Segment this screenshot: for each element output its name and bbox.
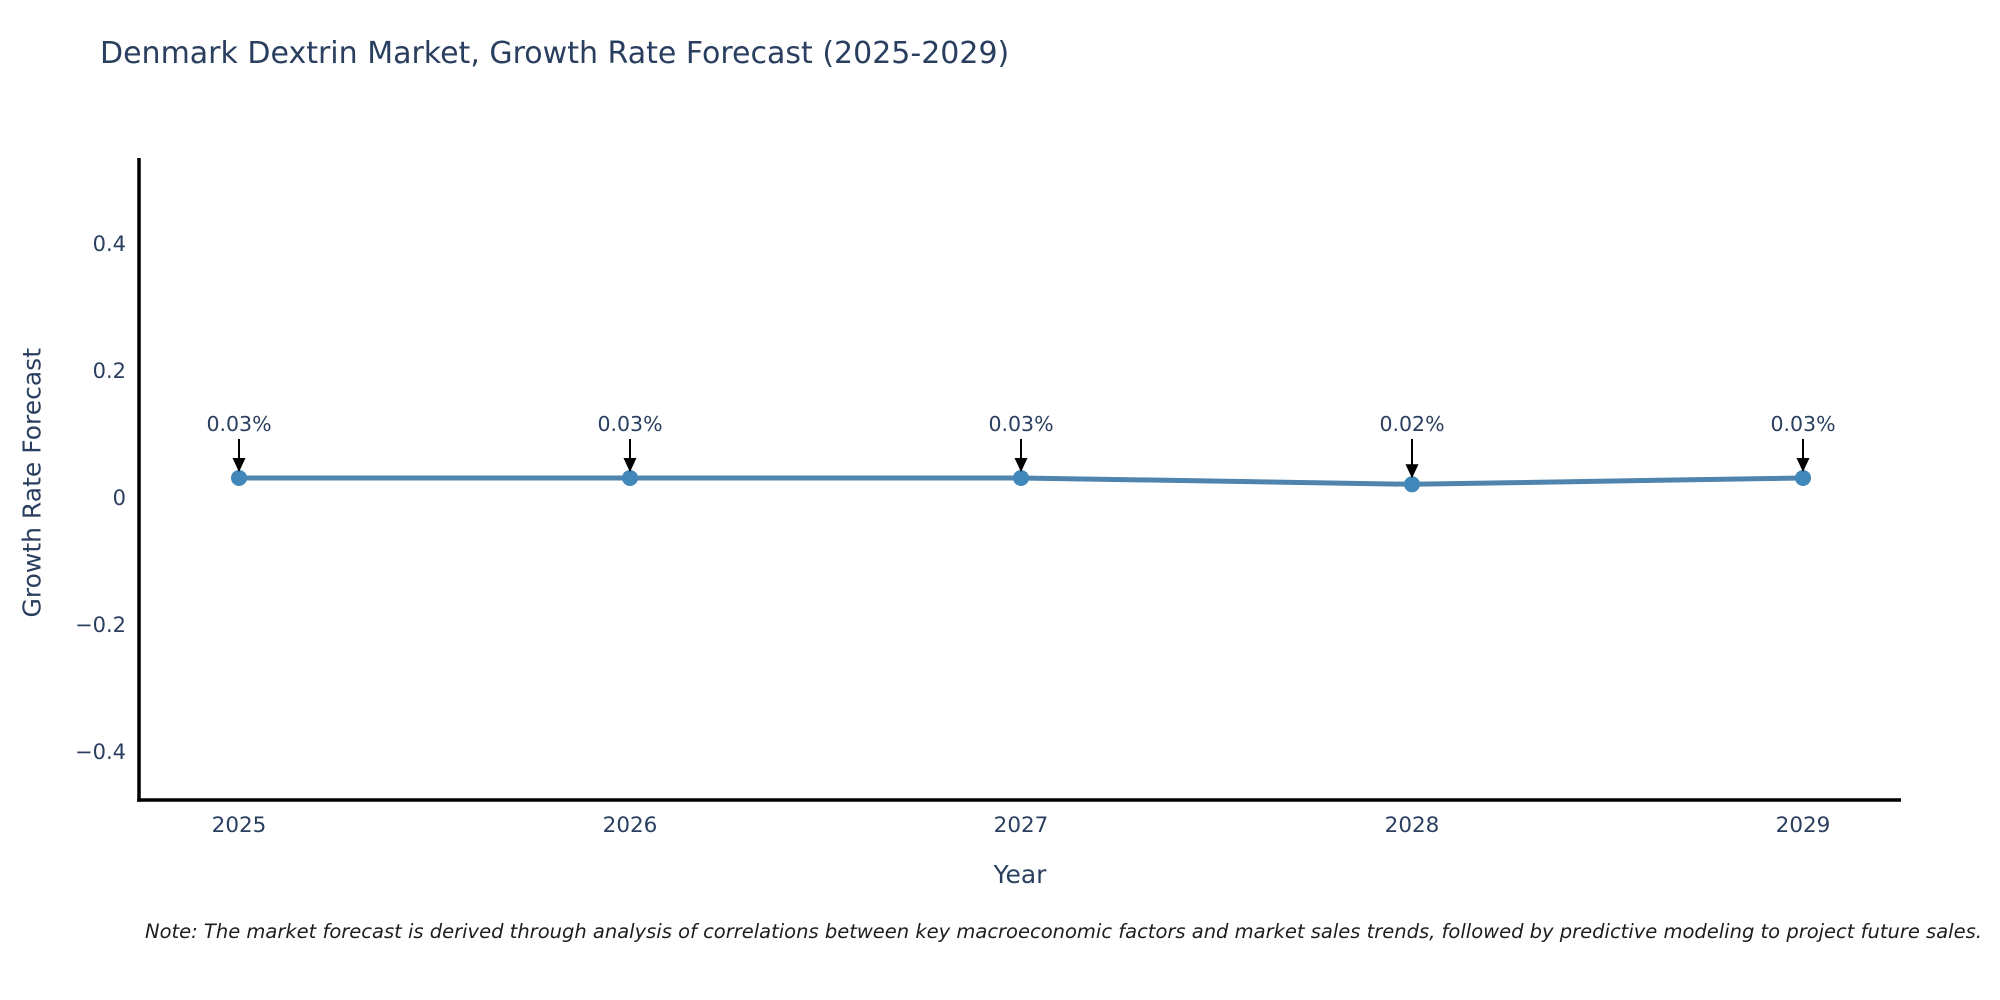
y-tick-label: −0.2 <box>75 613 126 637</box>
data-point[interactable] <box>1795 469 1811 486</box>
data-point[interactable] <box>1404 476 1420 493</box>
annotation-label: 0.03% <box>988 412 1053 436</box>
annotation-arrowhead-icon <box>1014 457 1028 472</box>
y-tick-label: 0.2 <box>93 359 126 383</box>
x-tick-label: 2026 <box>603 813 658 838</box>
annotation-arrowhead-icon <box>1796 457 1810 472</box>
y-tick-label: 0.4 <box>93 232 126 256</box>
data-point[interactable] <box>622 469 638 486</box>
annotation-label: 0.03% <box>1770 412 1835 436</box>
annotation-label: 0.03% <box>597 412 662 436</box>
x-tick-label: 2028 <box>1385 813 1440 838</box>
data-point[interactable] <box>1013 469 1029 486</box>
annotation-arrowhead-icon <box>623 457 637 472</box>
x-tick-label: 2027 <box>994 813 1049 838</box>
point-annotations: 0.03% 0.03% 0.03% 0.02% 0.03% <box>206 412 1836 479</box>
annotation-arrowhead-icon <box>1405 464 1419 479</box>
line-series <box>231 469 1811 493</box>
x-tick-label: 2025 <box>212 813 267 838</box>
x-axis-title: Year <box>993 860 1047 889</box>
x-axis-tick-labels: 2025 2026 2027 2028 2029 <box>212 813 1831 838</box>
y-axis-tick-labels: 0.4 0.2 0 −0.2 −0.4 <box>75 232 126 764</box>
chart-title: Denmark Dextrin Market, Growth Rate Fore… <box>100 36 1010 71</box>
annotation-label: 0.03% <box>206 412 271 436</box>
y-tick-label: −0.4 <box>75 740 126 764</box>
data-point[interactable] <box>231 469 247 486</box>
y-tick-label: 0 <box>113 486 126 510</box>
x-tick-label: 2029 <box>1776 813 1831 838</box>
chart-note: Note: The market forecast is derived thr… <box>145 920 1982 943</box>
y-axis-title: Growth Rate Forecast <box>17 348 47 618</box>
annotation-label: 0.02% <box>1379 412 1444 436</box>
annotation-arrowhead-icon <box>232 457 246 472</box>
